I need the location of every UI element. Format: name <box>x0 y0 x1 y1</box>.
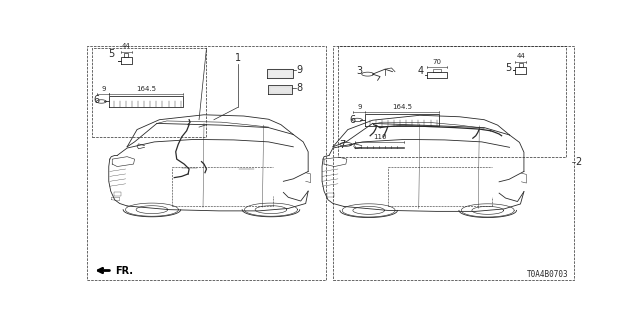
Text: 4: 4 <box>417 66 423 76</box>
Text: 44: 44 <box>516 53 525 59</box>
Text: 164.5: 164.5 <box>136 86 156 92</box>
Text: 9: 9 <box>296 65 302 76</box>
Text: 110: 110 <box>373 134 387 140</box>
Text: FR.: FR. <box>115 266 132 276</box>
Text: 2: 2 <box>575 156 581 167</box>
Text: 6: 6 <box>349 115 356 125</box>
Text: 9: 9 <box>102 86 106 92</box>
Text: 3: 3 <box>356 66 363 76</box>
Text: 9: 9 <box>358 104 362 110</box>
Text: 5: 5 <box>505 63 511 74</box>
Text: 8: 8 <box>296 83 302 93</box>
Text: 6: 6 <box>93 95 100 106</box>
Text: T0A4B0703: T0A4B0703 <box>527 270 568 279</box>
Text: 1: 1 <box>235 53 241 63</box>
Text: 7: 7 <box>339 140 346 150</box>
Text: 70: 70 <box>433 59 442 65</box>
Text: 5: 5 <box>108 49 115 59</box>
Text: 44: 44 <box>122 44 131 50</box>
Text: 164.5: 164.5 <box>392 104 412 110</box>
